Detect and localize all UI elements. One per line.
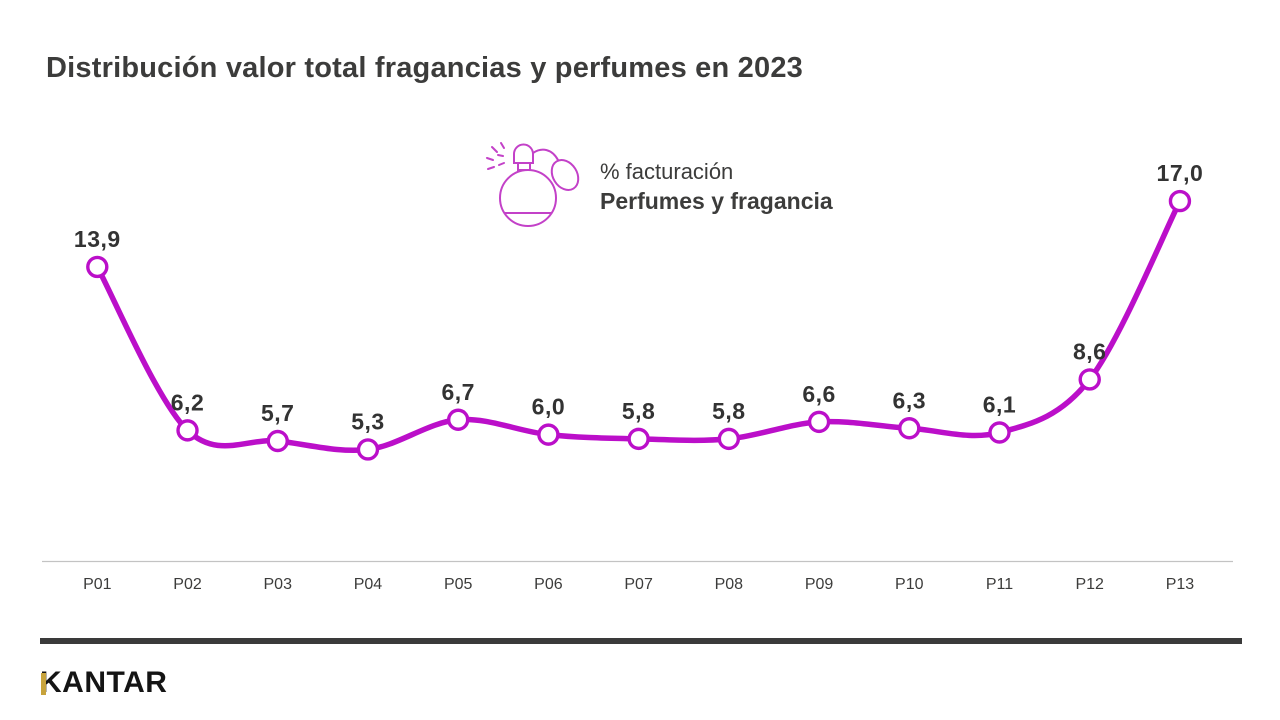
- data-point-marker: [1168, 189, 1192, 213]
- x-axis-label: P11: [986, 576, 1013, 593]
- chart-legend: % facturación Perfumes y fragancia: [484, 136, 833, 234]
- data-point-marker: [988, 421, 1011, 444]
- data-label: 5,3: [351, 408, 384, 434]
- data-point-marker: [356, 438, 380, 461]
- data-point-marker: [1078, 368, 1101, 391]
- x-axis-label: P10: [895, 576, 924, 593]
- x-axis-label: P01: [83, 576, 112, 593]
- perfume-atomizer-icon: [486, 142, 580, 227]
- legend-text: % facturación Perfumes y fragancia: [600, 158, 833, 217]
- data-point-marker: [807, 410, 831, 434]
- data-label: 5,8: [712, 398, 745, 424]
- x-axis-label: P06: [534, 576, 563, 593]
- data-label: 6,2: [171, 389, 204, 415]
- data-point-marker: [717, 427, 741, 451]
- x-axis-label: P03: [264, 576, 293, 593]
- page-title: Distribución valor total fragancias y pe…: [46, 52, 803, 84]
- logo-text: KANTAR: [40, 666, 168, 699]
- data-point-marker: [627, 427, 650, 451]
- data-label: 13,9: [74, 226, 121, 252]
- data-label: 6,3: [893, 387, 926, 413]
- data-label: 5,8: [622, 398, 655, 424]
- data-point-marker: [537, 423, 560, 446]
- x-axis-label: P04: [354, 576, 383, 593]
- data-label: 6,1: [983, 391, 1016, 417]
- data-point-marker: [446, 408, 470, 431]
- data-label: 6,7: [441, 379, 474, 405]
- data-label: 6,6: [802, 381, 835, 407]
- logo-gold-bar: [40, 673, 46, 695]
- data-label: 8,6: [1073, 338, 1106, 364]
- legend-series-name: Perfumes y fragancia: [600, 188, 833, 214]
- x-axis-label: P07: [624, 576, 653, 593]
- data-point-marker: [176, 419, 199, 442]
- x-axis-label: P02: [173, 576, 202, 593]
- x-axis-label: P05: [444, 576, 473, 593]
- data-label: 17,0: [1157, 160, 1204, 186]
- kantar-logo: KANTAR: [40, 668, 167, 698]
- x-axis-label: P09: [805, 576, 834, 593]
- footer-divider: [40, 638, 1242, 644]
- x-axis-label: P12: [1075, 576, 1104, 593]
- data-point-marker: [898, 417, 921, 440]
- data-point-marker: [266, 429, 289, 453]
- data-label: 5,7: [261, 400, 294, 426]
- data-point-marker: [86, 255, 109, 279]
- data-label: 6,0: [532, 394, 565, 420]
- x-axis-label: P13: [1166, 576, 1195, 593]
- legend-series-unit: % facturación: [600, 159, 734, 184]
- x-axis-label: P08: [715, 576, 744, 593]
